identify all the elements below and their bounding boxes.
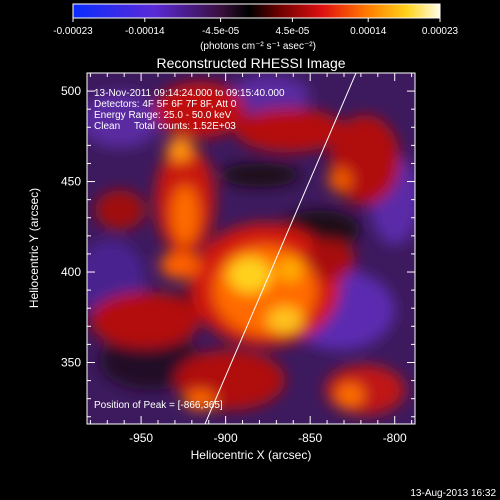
y-tick-label: 400 xyxy=(61,265,81,279)
colorbar-unit-label: (photons cm⁻² s⁻¹ asec⁻²) xyxy=(200,41,316,52)
info-line: Detectors: 4F 5F 6F 7F 8F, Att 0 xyxy=(94,99,237,110)
y-tick-labels: 350 400 450 500 xyxy=(61,84,81,369)
solar-limb-line xyxy=(204,73,357,424)
info-block: 13-Nov-2011 09:14:24.000 to 09:15:40.000… xyxy=(94,88,285,132)
colorbar-tick-label: -0.00023 xyxy=(53,26,93,37)
y-axis-label: Heliocentric Y (arcsec) xyxy=(27,188,41,308)
x-tick-labels: -950 -900 -850 -800 xyxy=(129,431,407,445)
x-tick-label: -850 xyxy=(298,431,322,445)
colorbar-tick-label: 0.00023 xyxy=(422,26,459,37)
colorbar-tick-label: -0.00014 xyxy=(125,26,165,37)
info-line: 13-Nov-2011 09:14:24.000 to 09:15:40.000 xyxy=(94,88,285,99)
peak-position-label: Position of Peak = [-866,365] xyxy=(94,400,223,411)
x-axis-label: Heliocentric X (arcsec) xyxy=(191,448,312,462)
colorbar-tick-label: 0.00014 xyxy=(350,26,387,37)
y-tick-label: 450 xyxy=(61,175,81,189)
colorbar xyxy=(72,3,441,19)
x-ticks xyxy=(89,73,413,424)
reconstructed-image xyxy=(87,73,415,424)
x-tick-label: -900 xyxy=(214,431,238,445)
x-tick-label: -800 xyxy=(383,431,407,445)
footer-timestamp: 13-Aug-2013 16:32 xyxy=(410,488,496,499)
colorbar-ticks xyxy=(72,18,441,22)
info-line: Clean Total counts: 1.52E+03 xyxy=(94,121,236,132)
plot-frame xyxy=(86,72,416,425)
image-title: Reconstructed RHESSI Image xyxy=(156,55,345,71)
colorbar-tick-label: -4.5e-05 xyxy=(202,26,240,37)
y-tick-label: 350 xyxy=(61,355,81,369)
x-tick-label: -950 xyxy=(129,431,153,445)
y-tick-label: 500 xyxy=(61,84,81,98)
colorbar-tick-labels: -0.00023 -0.00014 -4.5e-05 4.5e-05 0.00014 0.… xyxy=(53,26,458,37)
y-ticks xyxy=(87,72,415,418)
colorbar-tick-label: 4.5e-05 xyxy=(275,26,309,37)
info-line: Energy Range: 25.0 - 50.0 keV xyxy=(94,110,232,121)
